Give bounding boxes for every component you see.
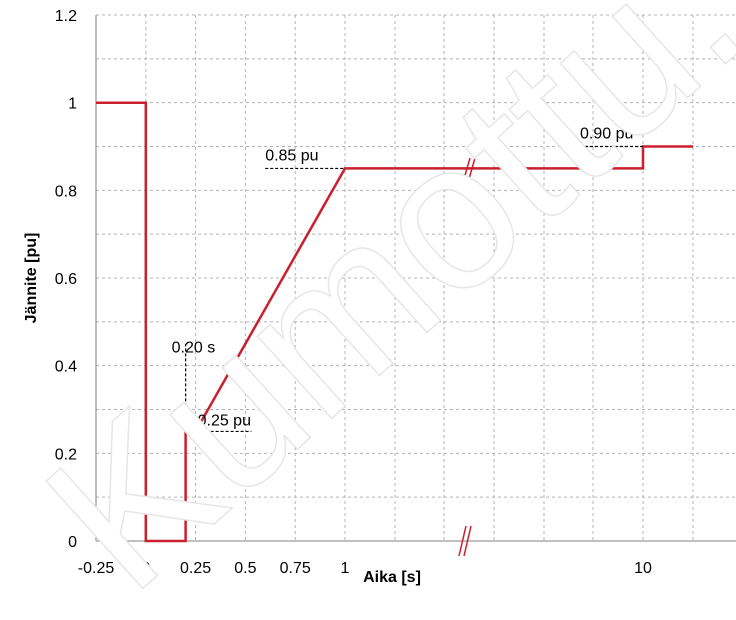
x-tick-label: 0 [141, 560, 150, 577]
axis-break-mark [458, 525, 467, 557]
y-tick-label: 1.2 [55, 8, 77, 25]
x-axis-title: Aika [s] [363, 569, 421, 586]
annotations: 0.20 s 0.25 pu 0.85 pu 0.90 pu [172, 126, 643, 433]
y-tick-label: 0.2 [55, 446, 77, 463]
x-tick-label: 0.25 [180, 560, 211, 577]
y-axis-title: Jännite [pu] [23, 233, 40, 324]
annotation-0-20-s: 0.20 s [172, 340, 216, 357]
annotation-0-85-pu: 0.85 pu [265, 147, 318, 164]
y-tick-label: 1 [68, 96, 77, 113]
x-tick-label: 0.75 [280, 560, 311, 577]
axis-break-mark [463, 525, 472, 557]
x-tick-label: -0.25 [78, 560, 115, 577]
annotation-0-90-pu: 0.90 pu [580, 126, 633, 143]
axis-break-mark [466, 157, 476, 187]
axis-break-mark [461, 157, 471, 187]
x-tick-label: 1 [341, 560, 350, 577]
annotation-0-25-pu: 0.25 pu [198, 412, 251, 429]
x-tick-label: 10 [634, 560, 652, 577]
y-tick-label: 0.8 [55, 183, 77, 200]
axes: 00.20.40.60.811.2-0.25 0 0.25 0.5 0.75 1 10 [55, 8, 736, 577]
y-tick-label: 0 [68, 534, 77, 551]
y-tick-label: 0.6 [55, 271, 77, 288]
y-tick-label: 0.4 [55, 359, 77, 376]
grid [95, 14, 736, 541]
x-tick-label: 0.5 [234, 560, 256, 577]
watermark-text: Kumottu. Voimassa [3, 0, 736, 620]
